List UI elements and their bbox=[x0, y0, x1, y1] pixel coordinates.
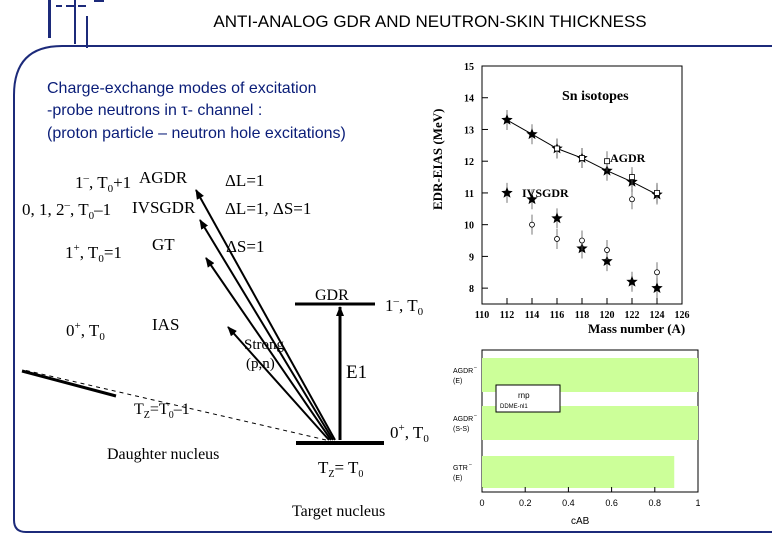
star-point bbox=[526, 193, 538, 205]
inset-legend-line-1: rnp bbox=[518, 391, 530, 400]
bar-xtick-label: 0.4 bbox=[562, 498, 575, 508]
scatter-xtick-label: 112 bbox=[500, 310, 514, 321]
bar-category-label: AGDR bbox=[453, 416, 473, 423]
circle-point bbox=[579, 237, 585, 244]
star-point bbox=[501, 186, 513, 198]
circle-point bbox=[604, 247, 610, 253]
scatter-ytick-label: 13 bbox=[464, 125, 474, 136]
scatter-xtick-label: 118 bbox=[575, 310, 589, 321]
bar-category-sublabel: (S-S) bbox=[453, 426, 469, 433]
bar-category-sublabel: (E) bbox=[453, 378, 462, 385]
scatter-xtick-label: 122 bbox=[625, 310, 640, 321]
state-ias-name: IAS bbox=[152, 315, 179, 334]
bar-category-sublabel: (E) bbox=[453, 475, 462, 482]
target-label: Target nucleus bbox=[292, 503, 385, 520]
series-label-agdr: AGDR bbox=[610, 151, 646, 165]
bar-category-sup: – bbox=[474, 413, 477, 419]
slide-title: ANTI-ANALOG GDR AND NEUTRON-SKIN THICKNE… bbox=[213, 12, 647, 31]
scatter-xtick-label: 126 bbox=[675, 310, 690, 321]
circle-point bbox=[529, 221, 535, 228]
target-tz: TZ= T0 bbox=[318, 458, 363, 480]
daughter-tz: TZ=T0–1 bbox=[134, 401, 190, 421]
star-point bbox=[626, 275, 638, 287]
state-gt-transition: ΔS=1 bbox=[226, 237, 264, 256]
scatter-ytick-label: 10 bbox=[464, 221, 474, 232]
probe-label-1: Strong bbox=[244, 337, 285, 353]
star-point bbox=[551, 212, 563, 224]
circle-point bbox=[554, 236, 560, 242]
scatter-ytick-label: 15 bbox=[464, 62, 474, 73]
scatter-xtick-label: 110 bbox=[475, 310, 489, 321]
scatter-xlabel: Mass number (A) bbox=[588, 321, 685, 336]
bar-category-label: GTR bbox=[453, 465, 468, 472]
scatter-xtick-label: 116 bbox=[550, 310, 564, 321]
arrow-agdr bbox=[195, 189, 336, 441]
bar-xtick-label: 0.6 bbox=[605, 498, 618, 508]
state-ias-spin: 0+, T0 bbox=[66, 320, 105, 343]
sn-isotopes-chart: 8 9 10 11 12 13 14 15 110 112 114 116 118 120 122 124 1… bbox=[430, 62, 690, 336]
scatter-ytick-label: 14 bbox=[464, 94, 474, 105]
cab-bar-chart: 0 0.2 0.4 0.6 0.8 1 AGDR –(E)AGDR –(S-S)GTR –(E)… bbox=[453, 349, 700, 527]
square-point bbox=[604, 158, 610, 165]
square-point bbox=[579, 155, 585, 161]
scatter-xtick-label: 120 bbox=[600, 310, 615, 321]
daughter-label: Daughter nucleus bbox=[107, 446, 219, 463]
scatter-ytick-label: 9 bbox=[469, 252, 474, 263]
bar-xtick-label: 0 bbox=[479, 498, 484, 508]
dashed-line-daughter bbox=[23, 369, 327, 441]
scatter-ytick-label: 11 bbox=[465, 189, 474, 200]
bar-category-sup: – bbox=[474, 365, 477, 371]
state-ivsgdr-spin: 0, 1, 2–, T0–1 bbox=[22, 199, 111, 222]
e1-label: E1 bbox=[346, 362, 367, 383]
state-agdr-spin: 1–, T0+1 bbox=[75, 172, 131, 195]
cab-bar bbox=[482, 456, 675, 488]
arrow-ias bbox=[227, 326, 330, 441]
intro-line-2: -probe neutrons in τ- channel : bbox=[47, 102, 263, 119]
probe-label-2: (p,n) bbox=[246, 356, 275, 372]
intro-line-3: (proton particle – neutron hole excitati… bbox=[47, 125, 346, 142]
bar-xlabel: cAB bbox=[571, 516, 590, 527]
star-point bbox=[601, 255, 613, 266]
scatter-xtick-label: 114 bbox=[525, 310, 539, 321]
scatter-title: Sn isotopes bbox=[562, 89, 629, 104]
circle-point bbox=[654, 269, 660, 276]
scatter-ytick-label: 8 bbox=[469, 284, 474, 295]
bar-category-label: AGDR bbox=[453, 368, 473, 375]
star-point bbox=[651, 282, 663, 293]
square-point bbox=[654, 190, 660, 196]
state-gt-spin: 1+, T0=1 bbox=[65, 242, 122, 265]
gdr-state: 1–, T0 bbox=[385, 295, 424, 318]
bar-category-sup: – bbox=[469, 462, 472, 468]
gdr-label: GDR bbox=[315, 287, 349, 304]
scatter-ytick-label: 12 bbox=[464, 157, 474, 168]
state-agdr-name: AGDR bbox=[139, 168, 188, 187]
state-gt-name: GT bbox=[152, 235, 175, 254]
square-point bbox=[554, 145, 560, 152]
bar-xtick-label: 0.2 bbox=[519, 498, 532, 508]
star-point bbox=[526, 128, 538, 140]
state-ivsgdr-transition: ΔL=1, ΔS=1 bbox=[225, 199, 311, 218]
state-ivsgdr-name: IVSGDR bbox=[132, 198, 196, 217]
square-point bbox=[629, 174, 635, 180]
series-label-ivsgdr: IVSGDR bbox=[522, 186, 569, 200]
scatter-xtick-label: 124 bbox=[650, 310, 665, 321]
bar-xtick-label: 1 bbox=[695, 498, 700, 508]
daughter-ground-level bbox=[21, 369, 117, 398]
level-diagram: 1–, T0+1 AGDR ΔL=1 0, 1, 2–, T0–1 IVSGDR… bbox=[21, 168, 429, 520]
scatter-ylabel: EDR-EIAS (MeV) bbox=[430, 109, 445, 210]
intro-line-1: Charge-exchange modes of excitation bbox=[47, 80, 317, 97]
circle-point bbox=[629, 196, 635, 203]
state-agdr-transition: ΔL=1 bbox=[225, 171, 264, 190]
arrow-ivsgdr bbox=[199, 219, 334, 441]
ground-state-label: 0+, T0 bbox=[390, 422, 429, 445]
bar-xtick-label: 0.8 bbox=[649, 498, 662, 508]
star-point bbox=[501, 113, 513, 125]
arrow-gt bbox=[205, 257, 332, 441]
inset-legend-line-2: DDME-nl1 bbox=[500, 404, 528, 410]
inset-legend-box bbox=[495, 384, 561, 413]
